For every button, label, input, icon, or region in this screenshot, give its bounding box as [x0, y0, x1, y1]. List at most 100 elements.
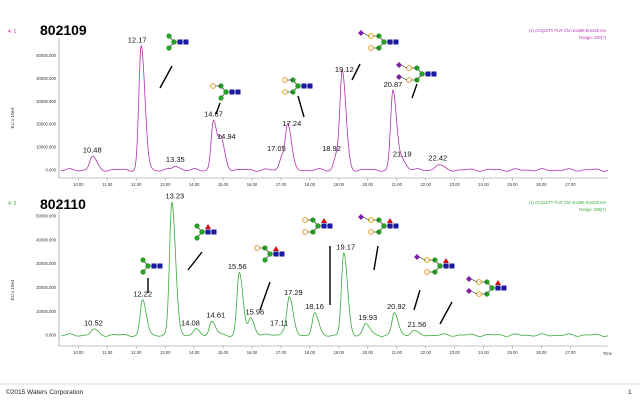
glycan-structure-annotations	[139, 30, 507, 325]
glycan-pointer-line	[373, 245, 379, 271]
glycan-icon	[139, 256, 163, 276]
x-tick-label: 24.00	[478, 182, 489, 187]
x-tick-label: 16.00	[247, 350, 258, 355]
y-tick-label: 50000.000	[36, 213, 56, 218]
x-tick-label: 13.00	[160, 182, 171, 187]
x-tick-label: 25.00	[507, 350, 518, 355]
x-tick-label: 18.00	[305, 350, 316, 355]
peak-label-13-23: 13.23	[165, 192, 184, 201]
peak-label-18-92: 18.92	[322, 144, 341, 153]
sialic-acid-icon	[466, 276, 472, 282]
galactose-icon	[476, 279, 482, 285]
glycan-pointer-line	[187, 251, 203, 271]
glycan-icon	[193, 222, 217, 242]
peak-label-15-96: 15.96	[245, 308, 264, 317]
chromatogram-trace-2	[61, 201, 609, 337]
y-tick-label: 50000.000	[36, 53, 56, 58]
glycan-icon	[396, 62, 437, 84]
x-tick-label: 23.00	[449, 350, 460, 355]
glycan-core-icon	[289, 76, 313, 96]
galactose-icon	[368, 33, 374, 39]
peak-label-10-48: 10.48	[83, 146, 102, 155]
x-tick-label: 24.00	[478, 350, 489, 355]
peak-label-15-56: 15.56	[228, 262, 247, 271]
x-tick-label: 11.00	[102, 182, 113, 187]
sialic-acid-icon	[396, 74, 402, 80]
peak-label-20-87: 20.87	[384, 80, 403, 89]
glycan-core-icon	[217, 82, 241, 102]
x-tick-label: 27.00	[565, 182, 576, 187]
x-tick-label: 15.00	[218, 182, 229, 187]
fucose-icon	[495, 280, 501, 285]
glycan-core-icon	[375, 216, 399, 236]
glycan-bond	[470, 290, 478, 295]
y-tick-label: 20000.000	[36, 285, 56, 290]
peak-label-19-17: 19.17	[336, 243, 355, 252]
peak-label-14-94: 14.94	[217, 132, 236, 141]
sialic-acid-icon	[414, 254, 420, 260]
chromatogram-panel-1: 802109 4: 1 (1) ACQUITY FLR ChA Ex266 Em42…	[8, 22, 609, 187]
galactose-icon	[302, 229, 308, 235]
y-tick-label: 30000.000	[36, 261, 56, 266]
peak-label-12-22: 12.22	[133, 290, 152, 299]
galactose-icon	[282, 77, 288, 83]
fucose-icon	[321, 218, 327, 223]
x-tick-label: 21.00	[391, 182, 402, 187]
glycan-core-icon	[193, 222, 217, 242]
peak-label-21-56: 21.56	[408, 320, 427, 329]
glycan-bond	[362, 32, 370, 37]
glycan-bond	[400, 76, 408, 81]
glycan-bond	[418, 256, 426, 261]
fucose-icon	[443, 258, 449, 263]
sialic-acid-icon	[466, 288, 472, 294]
x-tick-label: 17.00	[276, 182, 287, 187]
y-tick-label: 40000.000	[36, 76, 56, 81]
glycan-bond	[362, 216, 370, 221]
peak-label-13-35: 13.35	[166, 155, 185, 164]
peak-label-14-61: 14.61	[206, 310, 225, 319]
x-tick-label: 26.00	[536, 182, 547, 187]
galactose-icon	[368, 45, 374, 51]
peak-label-21-19: 21.19	[393, 150, 412, 159]
peak-label-20-92: 20.92	[387, 302, 406, 311]
peak-label-12-17: 12.17	[128, 36, 147, 45]
chromatogram-panel-2: 802110 4: 2 (1) ACQUITY FLR ChA Ex266 Em42…	[8, 192, 613, 356]
detector-header-1: (1) ACQUITY FLR ChA Ex266 Em425 nm	[529, 28, 607, 33]
x-tick-label: 18.00	[305, 182, 316, 187]
chromatogram-trace-1	[61, 45, 609, 172]
glycan-pointer-line	[351, 63, 361, 81]
y-axis-label-1: EU x 10e4	[10, 107, 15, 129]
sample-id-2: 802110	[40, 196, 86, 212]
glycan-icon	[358, 30, 399, 52]
glycan-icon	[414, 254, 455, 276]
peak-label-14-67: 14.67	[204, 109, 223, 118]
y-tick-label: 40000.000	[36, 237, 56, 242]
x-tick-label: 14.00	[189, 350, 200, 355]
peak-label-14-08: 14.08	[181, 319, 200, 328]
glycan-core-icon	[139, 256, 163, 276]
y-tick-label: 30000.000	[36, 99, 56, 104]
x-axis-label: Time	[603, 351, 613, 356]
x-tick-label: 27.00	[565, 350, 576, 355]
sample-id-1: 802109	[40, 22, 87, 38]
sialic-acid-icon	[396, 62, 402, 68]
range-header-1: Range: 430(?)	[579, 35, 606, 40]
galactose-icon	[368, 217, 374, 223]
x-tick-label: 10.00	[73, 350, 84, 355]
x-tick-label: 12.00	[131, 350, 142, 355]
peak-label-10-52: 10.52	[84, 319, 103, 328]
glycan-icon	[210, 82, 241, 102]
fucose-icon	[387, 218, 393, 223]
glycan-pointer-line	[413, 289, 421, 311]
glycan-pointer-line	[259, 281, 271, 311]
peak-label-19-12: 19.12	[335, 65, 354, 74]
peak-label-17-24: 17.24	[283, 119, 302, 128]
galactose-icon	[406, 77, 412, 83]
peak-label-17-05: 17.05	[267, 144, 286, 153]
glycan-core-icon	[483, 278, 507, 298]
panel-number-1: 4: 1	[8, 29, 17, 35]
footer-page-number: 1	[628, 389, 632, 396]
glycan-core-icon	[309, 216, 333, 236]
sialic-acid-icon	[358, 30, 364, 36]
